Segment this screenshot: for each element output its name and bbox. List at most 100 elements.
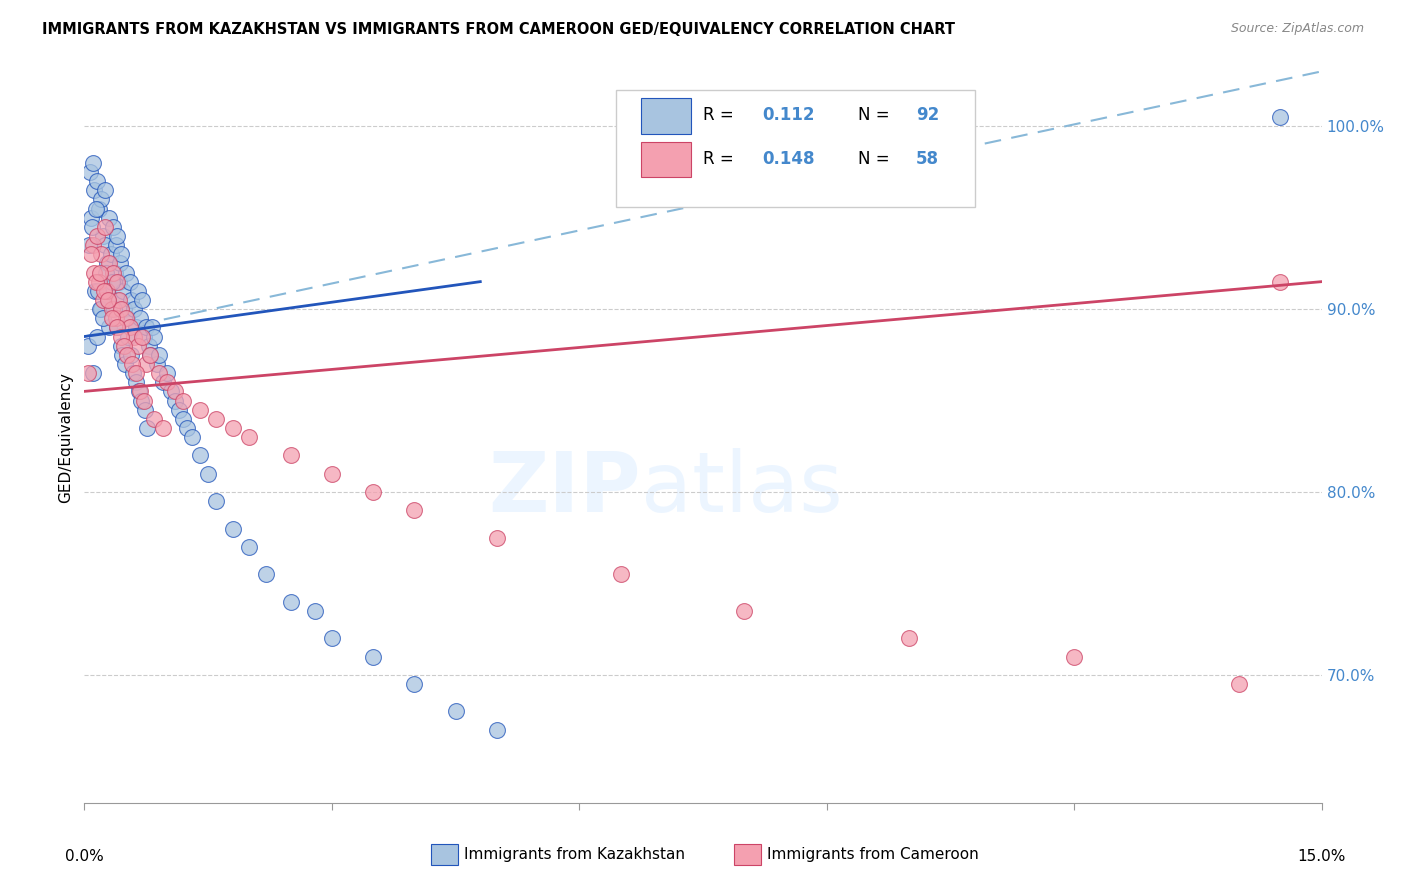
- Point: [1227, 677, 1250, 691]
- Point: [139, 348, 162, 362]
- Point: [103, 275, 125, 289]
- Point: [90, 193, 112, 207]
- Point: [82, 366, 104, 380]
- Point: [97, 293, 120, 307]
- Bar: [430, 845, 458, 865]
- Point: [80, 211, 103, 225]
- Point: [404, 677, 426, 691]
- Point: [361, 649, 384, 664]
- Point: [117, 311, 139, 326]
- Point: [148, 348, 170, 362]
- Point: [165, 384, 187, 399]
- Point: [444, 705, 467, 719]
- Point: [90, 247, 112, 261]
- Point: [89, 275, 111, 289]
- Point: [118, 275, 141, 289]
- Point: [1270, 110, 1292, 124]
- Point: [84, 275, 107, 289]
- Point: [205, 412, 228, 426]
- Point: [120, 293, 142, 307]
- Point: [100, 275, 122, 289]
- Point: [94, 219, 117, 234]
- Text: 58: 58: [915, 150, 939, 168]
- Point: [112, 339, 135, 353]
- Text: N =: N =: [858, 150, 894, 168]
- Text: Source: ZipAtlas.com: Source: ZipAtlas.com: [1230, 22, 1364, 36]
- Point: [101, 311, 124, 326]
- Point: [321, 632, 343, 646]
- Point: [609, 567, 631, 582]
- Point: [122, 329, 145, 343]
- Point: [90, 301, 112, 317]
- Point: [254, 567, 277, 582]
- Point: [77, 366, 100, 380]
- Point: [105, 293, 128, 307]
- Point: [1063, 649, 1085, 664]
- Point: [165, 393, 187, 408]
- Point: [139, 348, 162, 362]
- Text: R =: R =: [703, 150, 740, 168]
- Point: [176, 421, 198, 435]
- Point: [96, 284, 118, 298]
- Point: [79, 238, 101, 252]
- Point: [280, 594, 302, 608]
- Point: [94, 238, 117, 252]
- Point: [222, 421, 245, 435]
- Point: [138, 339, 160, 353]
- Point: [188, 402, 211, 417]
- Point: [135, 357, 157, 371]
- Point: [132, 393, 155, 408]
- Point: [77, 339, 100, 353]
- Point: [108, 256, 131, 270]
- Point: [110, 329, 132, 343]
- Text: Immigrants from Cameroon: Immigrants from Cameroon: [768, 847, 979, 863]
- Point: [83, 266, 105, 280]
- Point: [280, 448, 302, 462]
- Point: [104, 311, 127, 326]
- Point: [114, 357, 136, 371]
- Point: [124, 320, 146, 334]
- Point: [100, 301, 122, 317]
- Point: [108, 293, 131, 307]
- Point: [136, 421, 159, 435]
- Point: [98, 320, 121, 334]
- Point: [141, 320, 163, 334]
- Point: [84, 284, 107, 298]
- Point: [361, 485, 384, 500]
- Point: [93, 284, 115, 298]
- Text: atlas: atlas: [641, 448, 842, 529]
- Point: [127, 284, 149, 298]
- Point: [128, 384, 150, 399]
- Point: [86, 229, 108, 244]
- Point: [148, 366, 170, 380]
- Point: [114, 266, 136, 280]
- Point: [84, 202, 107, 216]
- Point: [104, 266, 127, 280]
- Point: [98, 256, 121, 270]
- Point: [733, 604, 755, 618]
- Point: [103, 266, 125, 280]
- Point: [100, 247, 122, 261]
- Point: [404, 503, 426, 517]
- Text: N =: N =: [858, 106, 894, 124]
- Point: [132, 329, 155, 343]
- Point: [80, 247, 103, 261]
- Point: [98, 211, 121, 225]
- Point: [89, 301, 111, 317]
- Point: [172, 393, 194, 408]
- Bar: [641, 98, 690, 134]
- Point: [143, 412, 166, 426]
- Point: [105, 275, 128, 289]
- Point: [94, 183, 117, 197]
- Point: [1270, 275, 1292, 289]
- Point: [117, 329, 139, 343]
- Point: [110, 301, 132, 317]
- Bar: [734, 845, 761, 865]
- Point: [97, 293, 120, 307]
- Point: [188, 448, 211, 462]
- Point: [131, 329, 153, 343]
- Point: [134, 402, 156, 417]
- Point: [91, 229, 114, 244]
- Point: [125, 366, 148, 380]
- Text: ZIP: ZIP: [489, 448, 641, 529]
